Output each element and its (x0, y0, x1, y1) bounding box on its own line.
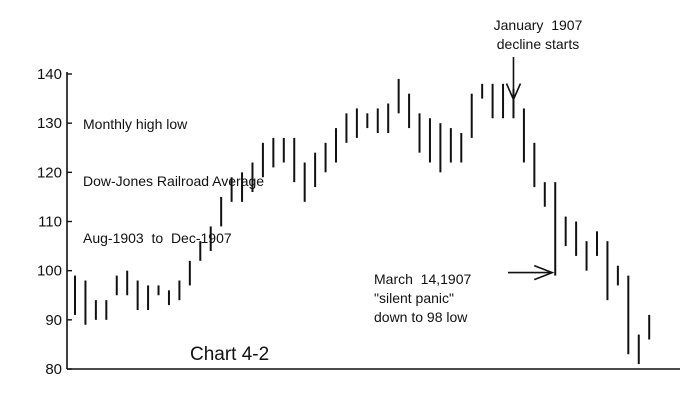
y-tick-label: 130 (37, 115, 62, 132)
title-line-3: Aug-1903 to Dec-1907 (83, 230, 232, 246)
chart-title: Monthly high low Dow-Jones Railroad Aver… (83, 77, 264, 267)
title-line-2: Dow-Jones Railroad Average (83, 173, 265, 189)
y-tick-label: 80 (45, 361, 62, 378)
y-tick-label: 100 (37, 263, 62, 280)
y-tick-label: 120 (37, 164, 62, 181)
y-tick-label: 110 (38, 214, 62, 231)
annotation-march-1907: March 14,1907 "silent panic" down to 98 … (374, 271, 472, 325)
y-axis: 80 90 100 110 120 130 140 (37, 66, 680, 378)
y-tick-label: 140 (37, 66, 62, 83)
title-line-1: Monthly high low (83, 116, 188, 132)
price-bars (74, 78, 651, 365)
annotation-arrows (505, 57, 555, 281)
y-tick-label: 90 (45, 312, 62, 329)
annotation-january-1907: January 1907 decline starts (493, 17, 583, 52)
arrow-january-head (505, 83, 522, 102)
chart-number-label: Chart 4-2 (190, 344, 270, 365)
arrow-march-head (533, 264, 555, 281)
